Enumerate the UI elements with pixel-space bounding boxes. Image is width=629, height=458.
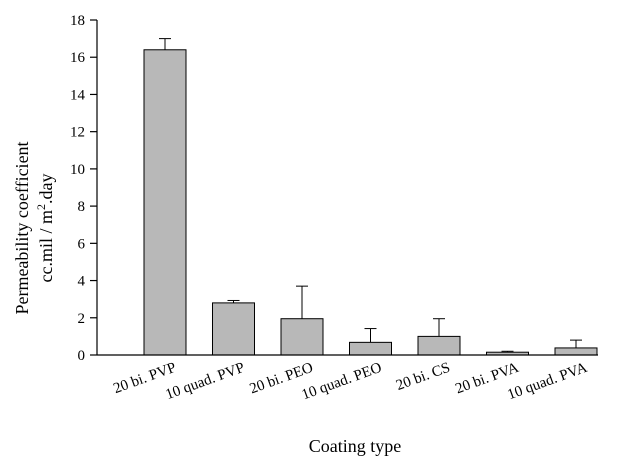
y-tick-label: 4 [78, 274, 86, 290]
y-axis-title-line1: Permeability coefficient [12, 141, 32, 314]
y-tick-label: 2 [78, 311, 86, 327]
y-tick-label: 14 [70, 87, 86, 103]
bar [349, 341, 392, 356]
y-tick-label: 6 [78, 236, 86, 252]
x-tick-label: 10 quad. PVA [505, 360, 589, 404]
error-bars [159, 38, 582, 353]
y-axis-title-superscript: 2 [34, 204, 48, 210]
bar [143, 49, 187, 356]
bar [417, 335, 461, 356]
bars [143, 49, 598, 356]
x-tick-label: 10 quad. PVP [163, 360, 246, 403]
y-tick-label: 8 [78, 199, 86, 215]
y-tick-label: 10 [70, 162, 85, 178]
y-axis-title-line2: cc.mil / m2.day [34, 174, 56, 283]
y-axis-title-line2-prefix: cc.mil / m [36, 210, 56, 282]
bar [554, 347, 598, 356]
bar [280, 318, 324, 356]
x-axis-title: Coating type [309, 436, 402, 456]
y-tick-label: 12 [70, 125, 85, 141]
y-axis-ticks: 0 2 4 6 8 10 12 14 16 18 [70, 13, 97, 364]
y-tick-label: 18 [70, 13, 85, 29]
y-tick-label: 0 [78, 348, 86, 364]
x-tick-label: 10 quad. PEO [300, 360, 384, 404]
y-tick-label: 16 [70, 50, 86, 66]
x-tick-label: 20 bi. CS [394, 360, 452, 394]
y-axis-title-line2-suffix: .day [36, 174, 56, 205]
bar [212, 302, 255, 356]
